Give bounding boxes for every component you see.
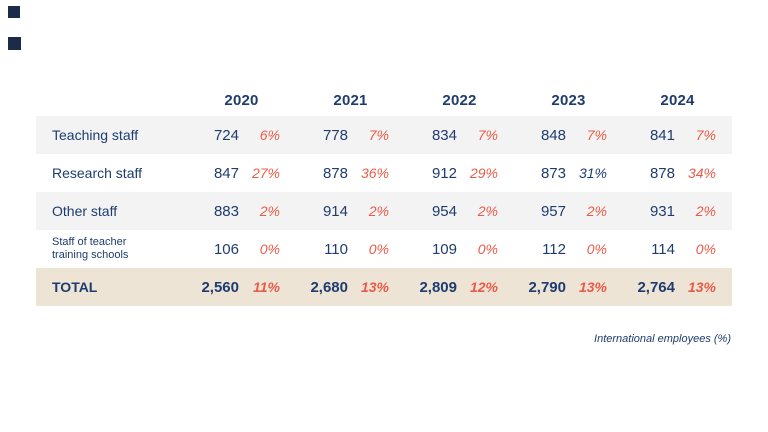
row-label: Teaching staff [52,127,139,143]
staff-count-value: 954 [431,202,457,220]
year-header: 2020 [224,91,259,109]
intl-percent-value: 0% [368,241,389,257]
intl-percent-value: 13% [360,279,389,295]
staff-count-value: 110 [324,240,348,258]
staff-count-value: 914 [322,202,348,220]
intl-percent-value: 0% [259,241,280,257]
staff-count-value: 912 [431,164,457,182]
table-row-total: TOTAL 2,560 11% 2,680 13% 2,809 12% 2,790 13% 2,7… [36,268,732,306]
year-header: 2024 [660,91,695,109]
staff-count-value: 2,560 [201,278,239,296]
staff-count-value: 2,809 [419,278,457,296]
staff-count-value: 878 [649,164,675,182]
staff-count-value: 931 [649,202,675,220]
staff-count-value: 873 [540,164,566,182]
intl-percent-value: 2% [477,203,498,219]
intl-percent-value: 27% [251,165,280,181]
row-label: Research staff [52,165,143,181]
intl-percent-value: 0% [477,241,498,257]
staff-count-value: 778 [322,126,348,144]
staff-count-value: 848 [540,126,566,144]
staff-count-value: 957 [540,202,566,220]
intl-percent-value: 11% [253,279,280,295]
table-row: Research staff 847 27% 878 36% 912 29% 873 31% 87… [36,154,732,192]
header-spacer-cell [36,84,187,116]
intl-percent-value: 7% [477,127,498,143]
intl-percent-value: 7% [368,127,389,143]
year-header: 2022 [442,91,477,109]
intl-percent-value: 2% [259,203,280,219]
staff-count-value: 106 [213,240,239,258]
staff-count-value: 834 [431,126,457,144]
table-row: Staff of teacher training schools 106 0% 11… [36,230,732,268]
intl-percent-value: 13% [578,279,607,295]
intl-percent-value: 36% [360,165,389,181]
staff-count-value: 114 [651,240,675,258]
row-label: TOTAL [52,279,98,295]
staff-count-value: 883 [213,202,239,220]
staff-count-value: 2,764 [637,278,675,296]
table-header-row: 2020 2021 2022 2023 2024 [36,84,732,116]
intl-percent-value: 7% [586,127,607,143]
staff-count-value: 2,790 [528,278,566,296]
intl-percent-value: 2% [586,203,607,219]
intl-percent-value: 6% [259,127,280,143]
intl-percent-value: 13% [687,279,716,295]
deco-square-top [8,6,20,18]
staff-table: 2020 2021 2022 2023 2024 Teaching staff 724 6% 7… [36,84,732,306]
intl-percent-value: 12% [469,279,498,295]
intl-percent-value: 29% [469,165,498,181]
staff-count-value: 724 [213,126,239,144]
staff-count-value: 847 [213,164,239,182]
intl-percent-value: 34% [687,165,716,181]
deco-square-bottom [8,37,21,50]
staff-count-value: 841 [649,126,675,144]
staff-count-value: 109 [431,240,457,258]
intl-percent-value: 0% [695,241,716,257]
year-header: 2021 [333,91,368,109]
staff-count-value: 878 [322,164,348,182]
table-footnote: International employees (%) [594,333,731,345]
intl-percent-value: 31% [578,165,607,181]
intl-percent-value: 2% [368,203,389,219]
row-label: Staff of teacher training schools [52,236,129,261]
table-row: Teaching staff 724 6% 778 7% 834 7% 848 7% 841 7% [36,116,732,154]
staff-count-value: 112 [542,240,566,258]
intl-percent-value: 0% [586,241,607,257]
staff-count-value: 2,680 [310,278,348,296]
row-label: Other staff [52,203,118,219]
intl-percent-value: 7% [695,127,716,143]
intl-percent-value: 2% [695,203,716,219]
year-header: 2023 [551,91,586,109]
table-row: Other staff 883 2% 914 2% 954 2% 957 2% 931 2% [36,192,732,230]
